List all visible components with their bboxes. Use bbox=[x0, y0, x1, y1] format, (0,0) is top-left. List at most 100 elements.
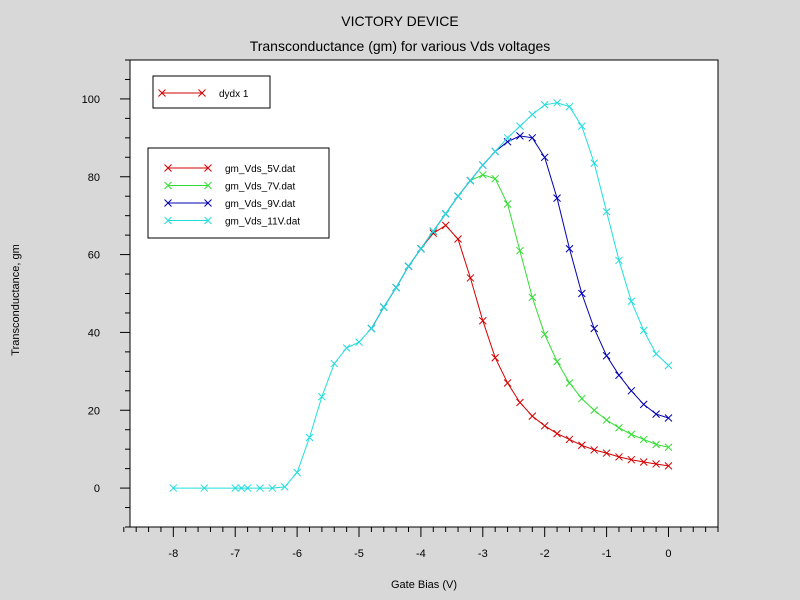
data-point bbox=[652, 410, 660, 418]
data-point bbox=[577, 441, 586, 450]
data-point bbox=[565, 102, 574, 111]
data-point bbox=[268, 484, 277, 492]
axis-ticks: 0 20 40 60 80 100 -8 -7 -6 -5 -4 -3 -2 -1 0 bbox=[82, 59, 719, 560]
data-point bbox=[379, 303, 388, 311]
data-point bbox=[478, 316, 487, 325]
data-point bbox=[627, 430, 636, 439]
data-point bbox=[293, 468, 301, 477]
y-tick-label: 20 bbox=[88, 405, 100, 417]
x-tick-label: -6 bbox=[292, 548, 302, 560]
data-point bbox=[627, 297, 636, 306]
data-point bbox=[615, 423, 623, 432]
data-point bbox=[590, 159, 599, 167]
chart-subtitle: Transconductance (gm) for various Vds vo… bbox=[249, 38, 551, 54]
legend-top: dydx 1 bbox=[152, 75, 271, 109]
data-point bbox=[540, 153, 549, 162]
data-point bbox=[528, 133, 537, 142]
data-point bbox=[503, 379, 512, 387]
data-point bbox=[466, 274, 475, 282]
data-point bbox=[615, 453, 623, 461]
data-point bbox=[528, 110, 537, 119]
legend-label: gm_Vds_11V.dat bbox=[225, 217, 300, 228]
data-point bbox=[491, 147, 500, 156]
legend-label: gm_Vds_9V.dat bbox=[225, 199, 295, 210]
data-point bbox=[553, 194, 561, 203]
chart-title: VICTORY DEVICE bbox=[341, 13, 459, 29]
data-point bbox=[478, 170, 487, 179]
data-point bbox=[305, 433, 314, 442]
data-point bbox=[392, 283, 401, 292]
data-point bbox=[540, 421, 549, 430]
data-point bbox=[565, 244, 574, 253]
y-tick-label: 0 bbox=[94, 483, 100, 495]
data-point bbox=[280, 483, 289, 491]
data-point bbox=[330, 359, 339, 368]
series-gm_Vds_11V.dat bbox=[169, 98, 673, 492]
legend-top-box bbox=[152, 75, 271, 109]
data-point bbox=[516, 398, 524, 407]
data-point bbox=[256, 484, 264, 492]
legend-marker bbox=[204, 216, 212, 225]
data-point bbox=[367, 324, 376, 333]
data-point bbox=[491, 353, 500, 362]
data-point bbox=[639, 458, 648, 466]
x-tick-label: 0 bbox=[665, 548, 671, 560]
data-point bbox=[516, 122, 524, 131]
data-point bbox=[478, 161, 487, 169]
data-point bbox=[200, 484, 209, 492]
data-point bbox=[615, 256, 623, 265]
series-gm_Vds_5V.dat bbox=[417, 221, 673, 470]
data-point bbox=[590, 446, 599, 454]
data-point bbox=[577, 122, 586, 131]
data-point bbox=[664, 414, 673, 422]
data-point bbox=[664, 443, 673, 452]
data-point bbox=[516, 132, 524, 140]
data-point bbox=[237, 484, 246, 492]
data-point bbox=[652, 349, 660, 358]
series-group bbox=[169, 98, 673, 492]
data-point bbox=[466, 176, 475, 185]
data-point bbox=[577, 394, 586, 403]
data-point bbox=[243, 484, 252, 492]
data-point bbox=[590, 324, 599, 333]
data-point bbox=[602, 416, 611, 424]
data-point bbox=[602, 449, 611, 457]
legend-marker bbox=[164, 216, 172, 225]
data-point bbox=[664, 462, 673, 470]
data-point bbox=[441, 209, 450, 218]
y-tick-label: 40 bbox=[88, 327, 100, 339]
data-point bbox=[565, 435, 574, 444]
data-point bbox=[503, 133, 512, 142]
data-point bbox=[516, 246, 524, 255]
data-point bbox=[528, 412, 537, 420]
data-point bbox=[404, 262, 413, 271]
legend-marker bbox=[204, 164, 212, 172]
data-point bbox=[429, 227, 438, 236]
legend-marker bbox=[198, 89, 206, 97]
data-point bbox=[318, 392, 326, 401]
data-point bbox=[429, 229, 438, 238]
data-point bbox=[454, 235, 462, 243]
data-point bbox=[441, 221, 450, 230]
data-point bbox=[615, 371, 623, 380]
data-point bbox=[169, 484, 178, 492]
y-tick-label: 100 bbox=[82, 94, 100, 106]
data-point bbox=[454, 192, 462, 201]
x-tick-label: -2 bbox=[540, 548, 550, 560]
data-point bbox=[503, 200, 512, 208]
data-point bbox=[553, 98, 561, 107]
data-point bbox=[553, 357, 561, 366]
x-tick-label: -8 bbox=[168, 548, 178, 560]
x-tick-label: -4 bbox=[416, 548, 426, 560]
data-point bbox=[355, 338, 363, 346]
x-tick-label: -7 bbox=[230, 548, 240, 560]
data-point bbox=[639, 435, 648, 444]
data-point bbox=[664, 361, 673, 370]
data-point bbox=[528, 293, 537, 302]
x-tick-label: -1 bbox=[602, 548, 612, 560]
data-point bbox=[652, 460, 660, 468]
data-point bbox=[491, 174, 500, 183]
data-point bbox=[503, 137, 512, 146]
legend-main: gm_Vds_5V.dat gm_Vds_7V.dat gm_Vds_9V.datg… bbox=[147, 147, 330, 239]
